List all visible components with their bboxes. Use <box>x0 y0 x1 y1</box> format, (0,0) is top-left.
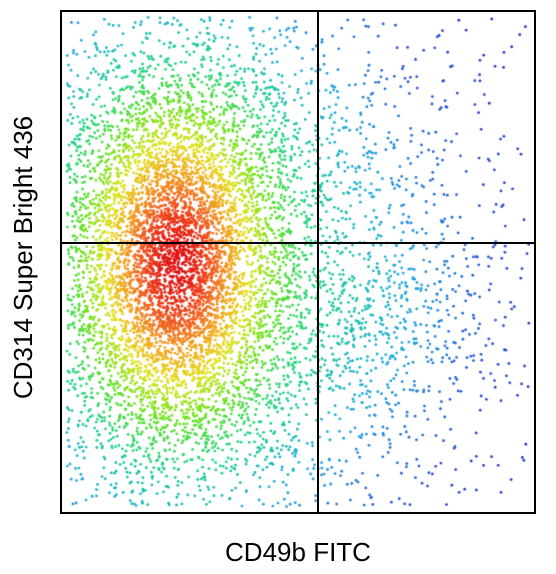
figure: CD314 Super Bright 436 CD49b FITC <box>0 0 556 574</box>
plot-area <box>60 10 536 514</box>
x-axis-label: CD49b FITC <box>60 537 536 568</box>
quadrant-line-horizontal <box>62 242 534 244</box>
y-axis-label: CD314 Super Bright 436 <box>9 115 40 398</box>
density-canvas <box>62 12 534 512</box>
quadrant-line-vertical <box>317 12 319 512</box>
plot-outer <box>60 10 536 514</box>
y-axis-label-container: CD314 Super Bright 436 <box>8 0 40 514</box>
